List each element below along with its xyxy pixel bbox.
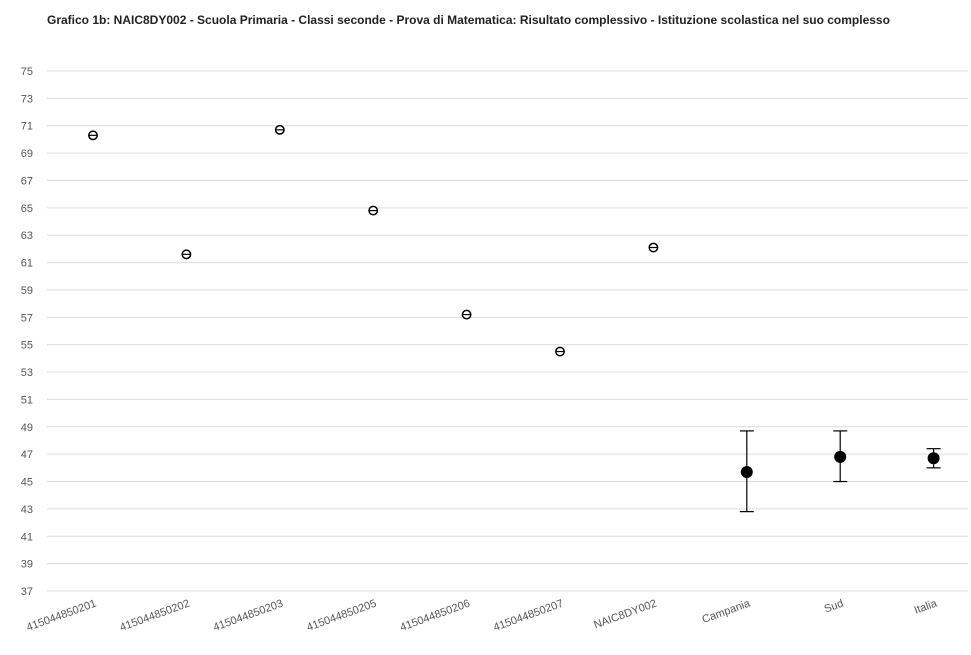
x-tick-label: 415044850203	[212, 598, 285, 634]
data-point	[740, 465, 753, 478]
y-tick-label: 69	[21, 148, 33, 160]
x-axis-ticks: 415044850201 415044850202 415044850203 4150…	[25, 597, 940, 634]
y-tick-label: 39	[21, 559, 33, 571]
y-tick-label: 71	[21, 121, 33, 133]
y-tick-label: 51	[21, 394, 33, 406]
y-tick-label: 57	[21, 312, 33, 324]
x-tick-label: 415044850202	[118, 598, 191, 634]
data-markers	[88, 124, 941, 513]
grid-layer	[47, 70, 968, 592]
x-tick-label: 415044850207	[492, 598, 565, 634]
x-tick-label: 415044850206	[399, 598, 472, 634]
x-tick-label: Sud	[823, 598, 846, 616]
x-tick-label: Italia	[913, 597, 940, 617]
y-tick-label: 37	[21, 586, 33, 598]
y-tick-label: 45	[21, 477, 33, 489]
x-tick-label: 415044850201	[25, 598, 98, 634]
y-tick-label: 49	[21, 422, 33, 434]
y-tick-label: 59	[21, 285, 33, 297]
x-tick-label: Campania	[701, 597, 753, 626]
y-tick-label: 53	[21, 367, 33, 379]
y-tick-label: 61	[21, 258, 33, 270]
y-tick-label: 47	[21, 449, 33, 461]
y-tick-label: 43	[21, 504, 33, 516]
x-tick-label: 415044850205	[305, 598, 378, 634]
x-tick-label: NAIC8DY002	[592, 598, 658, 632]
y-tick-label: 65	[21, 203, 33, 215]
y-tick-label: 63	[21, 230, 33, 242]
chart-title: Grafico 1b: NAIC8DY002 - Scuola Primaria…	[47, 13, 890, 27]
y-tick-label: 41	[21, 531, 33, 543]
y-tick-label: 67	[21, 175, 33, 187]
data-point	[834, 450, 847, 463]
y-tick-label: 73	[21, 93, 33, 105]
y-tick-label: 55	[21, 340, 33, 352]
y-axis-ticks: 37 39 41 43 45 47 49 51 53 55 57 59 61 63 65 67 69 71 73 75	[21, 66, 33, 598]
y-tick-label: 75	[21, 66, 33, 78]
data-point	[927, 452, 940, 465]
